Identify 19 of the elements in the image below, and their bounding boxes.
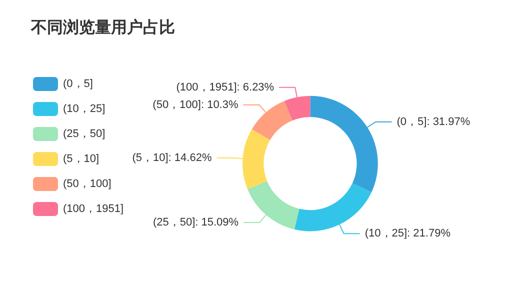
legend-label: (50，100]	[63, 178, 112, 190]
slice-label: (25，50]	[152, 216, 196, 228]
legend-label: (0，5]	[63, 78, 93, 90]
data-label: : 14.62%	[168, 152, 212, 164]
slice-label: (100，1951]	[176, 81, 237, 94]
slice-label: (0，5]	[396, 116, 427, 128]
data-label: : 31.97%	[426, 116, 470, 128]
legend-label: (10，25]	[63, 103, 106, 115]
slice-label: (50，100]	[152, 98, 201, 111]
data-label: : 10.3%	[200, 98, 238, 111]
legend-label: (25，50]	[63, 128, 106, 140]
legend-label: (5，10]	[63, 153, 100, 165]
chart-title: 不同浏览量用户占比	[30, 18, 175, 36]
slice-label: (10，25]	[364, 228, 408, 240]
data-label: : 21.79%	[407, 228, 451, 240]
data-label: : 6.23%	[236, 81, 274, 94]
slice-label: (5，10]	[132, 152, 168, 164]
legend-label: (100，1951]	[63, 203, 124, 215]
data-label: : 15.09%	[195, 216, 239, 228]
